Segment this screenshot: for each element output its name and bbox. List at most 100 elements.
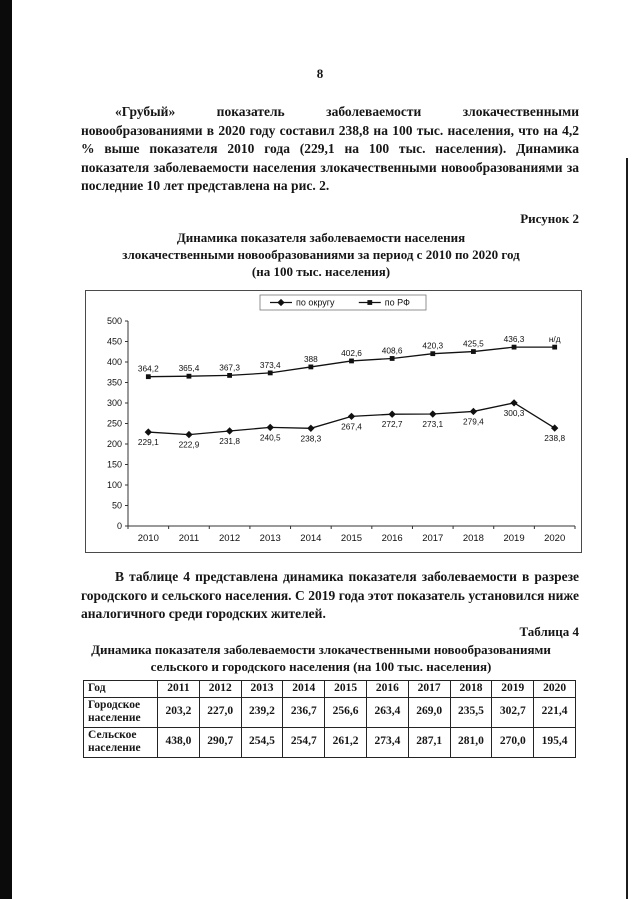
data-table: Год 2011 2012 2013 2014 2015 2016 2017 2018 2019 2… [83, 680, 576, 758]
table-row: Сельское население 438,0 290,7 254,5 254,7 26… [83, 726, 576, 758]
svg-text:2016: 2016 [382, 533, 403, 544]
table-cell: 269,0 [407, 696, 451, 728]
svg-text:450: 450 [107, 337, 122, 347]
svg-text:373,4: 373,4 [260, 360, 281, 370]
table-cell: 235,5 [449, 696, 493, 728]
table-cell: 254,7 [282, 726, 326, 758]
svg-text:420,3: 420,3 [422, 341, 443, 351]
table-title-line2: сельского и городского населения (на 100… [150, 659, 492, 674]
table-caption: Таблица 4 [519, 624, 579, 639]
paragraph-table-intro: В таблице 4 представлена динамика показа… [81, 569, 579, 622]
svg-text:2010: 2010 [138, 533, 159, 544]
svg-text:273,1: 273,1 [422, 419, 443, 429]
table-col-year: Год [83, 680, 158, 698]
scan-artifact-right-line [626, 158, 628, 899]
table-col-2019: 2019 [491, 680, 535, 698]
table-row: Городское население 203,2 227,0 239,2 236,7 2… [83, 696, 576, 728]
figure-title-line2: злокачественными новообразованиями за пе… [122, 247, 520, 262]
svg-text:по РФ: по РФ [385, 298, 410, 308]
row-label: Сельское население [83, 726, 158, 758]
table-header-row: Год 2011 2012 2013 2014 2015 2016 2017 2018 2019 2… [83, 680, 576, 698]
svg-text:300,3: 300,3 [504, 408, 525, 418]
svg-text:365,4: 365,4 [179, 363, 200, 373]
svg-text:100: 100 [107, 480, 122, 490]
table-cell: 302,7 [491, 696, 535, 728]
table-title-line1: Динамика показателя заболеваемости злока… [91, 642, 551, 657]
table-col-2018: 2018 [449, 680, 493, 698]
svg-text:2018: 2018 [463, 533, 484, 544]
table-col-2014: 2014 [282, 680, 326, 698]
table-cell: 254,5 [240, 726, 284, 758]
svg-text:388: 388 [304, 354, 318, 364]
svg-text:267,4: 267,4 [341, 421, 362, 431]
svg-text:50: 50 [112, 501, 122, 511]
svg-text:231,8: 231,8 [219, 436, 240, 446]
svg-text:2011: 2011 [179, 533, 199, 544]
table-cell: 261,2 [324, 726, 367, 758]
table-col-2012: 2012 [198, 680, 242, 698]
svg-text:150: 150 [107, 460, 122, 470]
svg-text:425,5: 425,5 [463, 339, 484, 349]
svg-text:2013: 2013 [260, 533, 281, 544]
svg-text:2014: 2014 [300, 533, 321, 544]
row-label: Городское население [83, 696, 158, 728]
svg-text:2020: 2020 [544, 533, 565, 544]
table-cell: 438,0 [157, 726, 200, 758]
line-chart: 0 50 100 150 200 250 300 350 400 450 500 2010 2011 20… [85, 290, 582, 553]
svg-text:279,4: 279,4 [463, 416, 484, 426]
svg-text:272,7: 272,7 [382, 419, 403, 429]
figure-title: Динамика показателя заболеваемости насел… [61, 229, 581, 280]
table-cell: 221,4 [533, 696, 576, 728]
svg-text:200: 200 [107, 439, 122, 449]
svg-text:300: 300 [107, 398, 122, 408]
table-col-2017: 2017 [407, 680, 451, 698]
svg-text:229,1: 229,1 [138, 437, 159, 447]
table-cell: 270,0 [491, 726, 535, 758]
svg-text:по округу: по округу [296, 298, 335, 308]
svg-text:350: 350 [107, 378, 122, 388]
svg-text:436,3: 436,3 [504, 334, 525, 344]
svg-text:364,2: 364,2 [138, 364, 159, 374]
table-cell: 227,0 [198, 696, 242, 728]
figure-caption: Рисунок 2 [520, 211, 579, 226]
svg-text:2015: 2015 [341, 533, 362, 544]
table-cell: 263,4 [365, 696, 409, 728]
svg-text:402,6: 402,6 [341, 348, 362, 358]
table-col-2011: 2011 [157, 680, 200, 698]
scan-border-left [0, 0, 12, 899]
svg-text:2019: 2019 [503, 533, 524, 544]
svg-text:222,9: 222,9 [179, 440, 200, 450]
table-col-2020: 2020 [533, 680, 576, 698]
table-cell: 195,4 [533, 726, 576, 758]
svg-text:240,5: 240,5 [260, 432, 281, 442]
svg-text:408,6: 408,6 [382, 345, 403, 355]
line-chart-svg: 0 50 100 150 200 250 300 350 400 450 500 2010 2011 20… [107, 294, 576, 544]
figure-title-line3: (на 100 тыс. населения) [251, 264, 391, 279]
svg-text:500: 500 [107, 316, 122, 326]
table-cell: 281,0 [449, 726, 493, 758]
table-cell: 203,2 [157, 696, 200, 728]
table-cell: 236,7 [282, 696, 326, 728]
table-col-2013: 2013 [240, 680, 284, 698]
svg-text:238,8: 238,8 [544, 433, 565, 443]
table-col-2016: 2016 [365, 680, 409, 698]
svg-text:0: 0 [117, 521, 122, 531]
svg-text:238,3: 238,3 [300, 433, 321, 443]
paragraph-gross-rate: «Грубый» показатель заболеваемости злока… [81, 104, 579, 194]
table-cell: 273,4 [365, 726, 409, 758]
svg-text:н/д: н/д [549, 334, 561, 344]
svg-text:2017: 2017 [422, 533, 443, 544]
table-cell: 287,1 [407, 726, 451, 758]
table-cell: 239,2 [240, 696, 284, 728]
figure-title-line1: Динамика показателя заболеваемости насел… [176, 230, 466, 245]
svg-text:2012: 2012 [219, 533, 240, 544]
page-number: 8 [316, 66, 324, 81]
svg-text:250: 250 [107, 419, 122, 429]
table-col-2015: 2015 [324, 680, 367, 698]
table-cell: 290,7 [198, 726, 242, 758]
svg-text:367,3: 367,3 [219, 362, 240, 372]
table-title: Динамика показателя заболеваемости злока… [61, 641, 581, 675]
table-cell: 256,6 [324, 696, 367, 728]
svg-text:400: 400 [107, 357, 122, 367]
